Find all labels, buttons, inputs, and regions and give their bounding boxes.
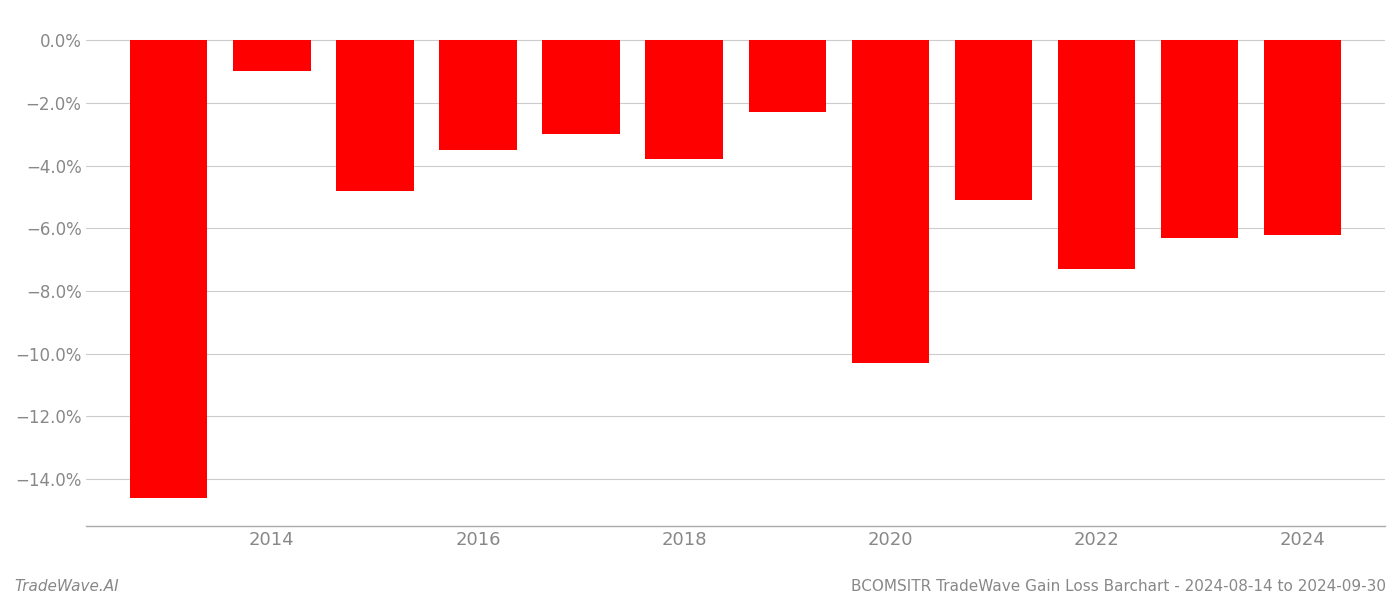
Bar bbox=[130, 40, 207, 498]
Text: BCOMSITR TradeWave Gain Loss Barchart - 2024-08-14 to 2024-09-30: BCOMSITR TradeWave Gain Loss Barchart - … bbox=[851, 579, 1386, 594]
Bar bbox=[1264, 40, 1341, 235]
Bar bbox=[440, 40, 517, 150]
Text: TradeWave.AI: TradeWave.AI bbox=[14, 579, 119, 594]
Bar bbox=[336, 40, 413, 191]
Bar bbox=[1161, 40, 1238, 238]
Bar bbox=[851, 40, 930, 363]
Bar bbox=[234, 40, 311, 71]
Bar bbox=[1058, 40, 1135, 269]
Bar bbox=[645, 40, 722, 159]
Bar bbox=[955, 40, 1032, 200]
Bar bbox=[542, 40, 620, 134]
Bar bbox=[749, 40, 826, 112]
